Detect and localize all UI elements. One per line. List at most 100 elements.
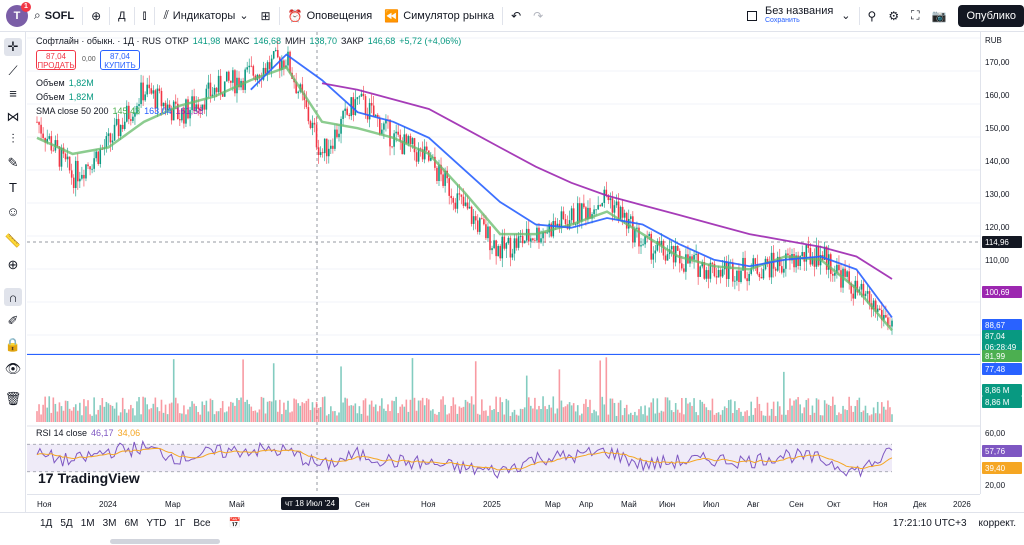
clock[interactable]: 17:21:10 UTC+3 [892,518,967,529]
date-range-icon[interactable]: 📅 [228,518,242,529]
volume-bar [248,404,251,422]
trend-line-icon[interactable]: ⟋ [8,63,18,78]
candle-body [603,189,606,203]
volume-bar [630,412,632,422]
range-1m[interactable]: 1М [80,518,95,529]
volume-bar [729,399,732,422]
range-3m[interactable]: 3М [102,518,117,529]
price-tag: 100,69 [982,286,1022,298]
adjust-button[interactable]: коррект. [978,518,1016,529]
volume-bar [140,414,142,422]
volume-bar [448,413,450,422]
range-6m[interactable]: 6М [124,518,139,529]
publish-button[interactable]: Опублико [958,4,1024,27]
candle-body [644,236,646,245]
undo-button[interactable]: ↶ [505,4,527,28]
candle-body [328,148,330,157]
candle-body [89,166,91,170]
volume-bar [91,415,93,422]
quick-search-button[interactable]: ⚲ [862,4,883,28]
crosshair-icon[interactable]: ✛ [4,38,22,56]
volume-bar [664,397,667,422]
sma-value-2: 163,04 [144,106,172,116]
volume-bar [389,411,391,422]
sma-label[interactable]: SMA close 50 200 [36,106,109,116]
horizontal-scrollbar[interactable] [110,539,220,544]
eye-icon[interactable]: 👁 [4,361,22,376]
time-tick-label: Май [621,500,637,509]
candle-body [493,240,495,249]
volume-bar [50,412,53,422]
price-chart[interactable] [27,32,980,494]
symbol-search-button[interactable]: ⌕ SOFL [34,8,75,22]
range-ytd[interactable]: YTD [146,518,167,529]
volume-bar [874,413,877,422]
volume-bar [827,404,830,422]
candle-body [840,270,842,288]
compare-button[interactable]: ⊕ [85,4,107,28]
magnet-icon[interactable]: ∩ [4,288,22,306]
range-1y[interactable]: 1Г [174,518,186,529]
range-all[interactable]: Все [193,518,211,529]
lock-icon[interactable]: 🔒 [4,337,22,352]
layout-button[interactable]: Без названия Сохранить ⌄ [741,4,857,28]
candle-body [336,129,338,138]
fib-icon[interactable]: ≡ [9,85,17,101]
volume-bar [434,413,436,422]
time-axis[interactable]: чт 18 Июл '24 Ноя 2024 Мар Май Сен Ноя 2025 Мар… [27,494,980,512]
forecast-icon[interactable]: ⫶ [11,131,15,146]
volume-bar [640,406,642,422]
snapshot-button[interactable]: 📷 [925,4,952,28]
pattern-icon[interactable]: ⋈ [6,109,20,124]
interval-button[interactable]: Д [118,9,126,22]
volume-bar [681,398,683,422]
redo-button[interactable]: ↷ [527,4,549,28]
range-1d[interactable]: 1Д [40,518,53,529]
brush-icon[interactable]: ✎ [7,155,19,170]
indicators-button[interactable]: ⫽ Индикаторы ⌄ [163,8,249,22]
candle-body [613,205,616,213]
volume-bar [589,399,591,422]
ruler-icon[interactable]: 📏 [4,233,22,248]
volume-bar [83,399,85,422]
trash-icon[interactable]: 🗑 [4,391,22,406]
candle-body [213,87,216,95]
emoji-icon[interactable]: ☺ [6,203,20,219]
candle-body [740,270,742,283]
symbol-name[interactable]: Софтлайн · обыкн. · 1Д · RUS [36,36,162,46]
volume-label[interactable]: Объем [36,92,65,102]
fullscreen-button[interactable]: ⛶ [905,4,925,28]
zoom-icon[interactable]: ⊕ [7,257,19,272]
volume-bar [495,396,497,422]
sell-button[interactable]: 87,04 ПРОДАТЬ [36,50,76,70]
volume-bar [785,414,787,422]
replay-button[interactable]: ⏪ Симулятор рынка [384,8,495,23]
currency-label[interactable]: RUB [985,36,1002,45]
volume-bar [301,402,304,422]
text-icon[interactable]: T [9,179,17,195]
candle-body [458,193,461,195]
chart-type-button[interactable]: ⫾ [137,4,153,28]
volume-label[interactable]: Объем [36,78,65,88]
candle-body [797,255,799,266]
time-tick-label: Мар [545,500,561,509]
lock-drawing-icon[interactable]: ✐ [7,313,19,328]
range-5d[interactable]: 5Д [60,518,73,529]
alerts-button[interactable]: ⏰ Оповещения [287,8,373,23]
volume-bar [546,409,548,422]
templates-button[interactable]: ⊞ [255,4,277,28]
candle-body [93,158,95,169]
volume-bar [205,400,208,422]
volume-bar [650,402,653,422]
volume-bar [683,414,685,422]
buy-button[interactable]: 87,04 КУПИТЬ [100,50,140,70]
volume-bar [372,406,375,422]
settings-button[interactable]: ⚙ [882,4,905,28]
plus-circle-icon: ⊕ [91,8,102,23]
candle-body [497,246,499,257]
rsi-label[interactable]: RSI 14 close [36,428,88,438]
volume-bar [325,415,328,422]
price-axis[interactable]: RUB 170,00 160,00 150,00 140,00 130,00 120,00… [980,32,1024,494]
volume-bar [748,415,750,422]
